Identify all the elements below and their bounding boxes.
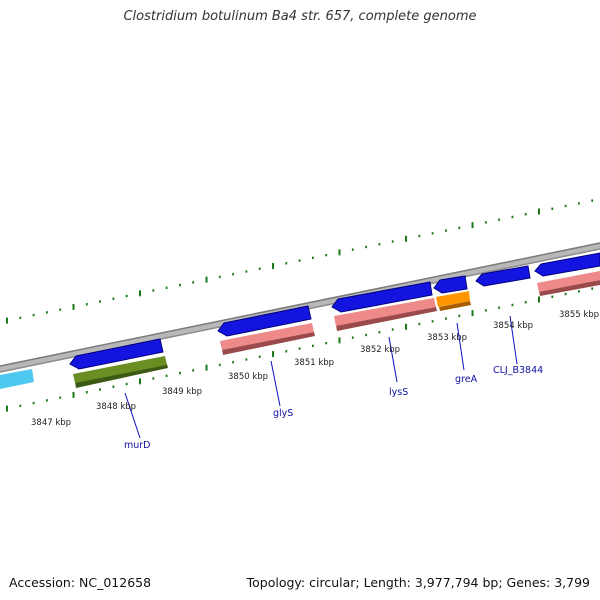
genome-backbone-top [0, 242, 600, 367]
cds-arrow-lysS [331, 281, 433, 313]
greA-feature-shadow [439, 301, 471, 311]
tick-label-3849: 3849 kbp [162, 387, 202, 397]
right-feature [537, 271, 600, 292]
glyS-feature-shadow [222, 332, 315, 355]
murD-feature-shadow [75, 364, 168, 388]
genome-summary-text: Topology: circular; Length: 3,977,794 bp… [246, 575, 590, 590]
greA-leader [456, 322, 465, 371]
gene-label-greA: greA [455, 374, 478, 385]
tick-label-3855: 3855 kbp [559, 310, 599, 320]
tick-dots-layer [6, 199, 594, 412]
gene-label-murD: murD [124, 440, 151, 451]
tick-label-3852: 3852 kbp [360, 345, 400, 355]
tick-label-3850: 3850 kbp [228, 372, 268, 382]
cds-arrow-right [534, 252, 600, 277]
cds-arrow-murD-region [69, 338, 164, 370]
lysS-feature [334, 298, 436, 326]
tick-label-3853: 3853 kbp [427, 333, 467, 343]
gene-label-glyS: glyS [273, 408, 293, 419]
glyS-leader [270, 360, 281, 407]
murD-leader [124, 392, 141, 439]
tick-label-3847: 3847 kbp [31, 418, 71, 428]
map-title: Clostridium botulinum Ba4 str. 657, comp… [123, 9, 477, 24]
cyan-feature [0, 369, 34, 389]
cds-arrow-CLJ_B3844 [475, 265, 531, 287]
greA-feature [436, 291, 470, 307]
glyS-feature [220, 323, 314, 350]
tick-label-3848: 3848 kbp [96, 402, 136, 412]
tick-label-3851: 3851 kbp [294, 358, 334, 368]
cds-arrow-glyS [217, 305, 312, 337]
lysS-leader [388, 336, 398, 383]
cds-arrow-greA [433, 275, 468, 294]
accession-text: Accession: NC_012658 [9, 575, 152, 590]
lysS-feature-shadow [336, 307, 437, 331]
CLJ_B3844-leader [509, 315, 518, 365]
right-feature-shadow [539, 280, 600, 296]
tick-label-3854: 3854 kbp [493, 321, 533, 331]
gene-label-lysS: lysS [389, 387, 408, 398]
murD-feature [73, 356, 167, 383]
gene-label-CLJ_B3844: CLJ_B3844 [493, 365, 543, 376]
